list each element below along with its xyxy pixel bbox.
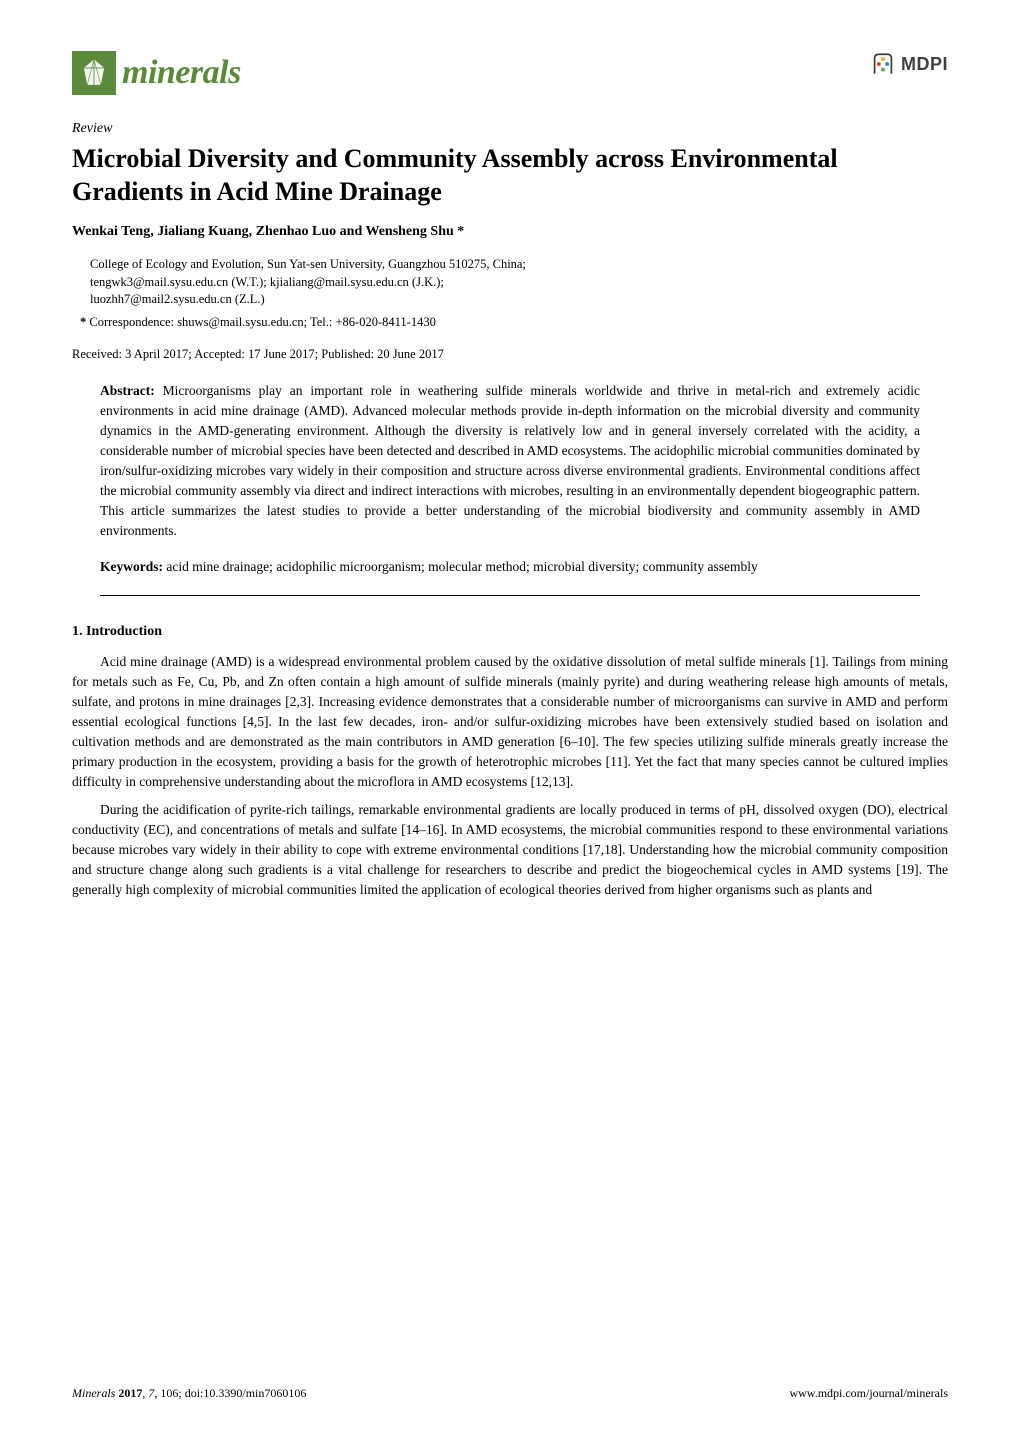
authors-line: Wenkai Teng, Jialiang Kuang, Zhenhao Luo… (72, 222, 948, 242)
article-title: Microbial Diversity and Community Assemb… (72, 142, 948, 209)
correspondence: * Correspondence: shuws@mail.sysu.edu.cn… (72, 313, 948, 331)
publication-dates: Received: 3 April 2017; Accepted: 17 Jun… (72, 345, 948, 363)
mdpi-icon (869, 50, 897, 78)
keywords: Keywords: acid mine drainage; acidophili… (72, 557, 948, 577)
affiliation: College of Ecology and Evolution, Sun Ya… (72, 256, 948, 309)
journal-logo: minerals (72, 48, 241, 97)
page-footer: Minerals 2017, 7, 106; doi:10.3390/min70… (72, 1385, 948, 1402)
body-paragraph: During the acidification of pyrite-rich … (72, 800, 948, 900)
abstract-text: Microorganisms play an important role in… (100, 383, 920, 538)
footer-citation: Minerals 2017, 7, 106; doi:10.3390/min70… (72, 1385, 306, 1402)
affiliation-line: luozhh7@mail2.sysu.edu.cn (Z.L.) (90, 291, 948, 309)
abstract: Abstract: Microorganisms play an importa… (72, 381, 948, 541)
keywords-text: acid mine drainage; acidophilic microorg… (163, 559, 758, 574)
publisher-name: MDPI (901, 51, 948, 77)
correspondence-text: Correspondence: shuws@mail.sysu.edu.cn; … (86, 315, 436, 329)
article-type: Review (72, 119, 948, 139)
abstract-label: Abstract: (100, 383, 155, 398)
affiliation-line: tengwk3@mail.sysu.edu.cn (W.T.); kjialia… (90, 274, 948, 292)
body-paragraph: Acid mine drainage (AMD) is a widespread… (72, 652, 948, 792)
publisher-logo: MDPI (869, 50, 948, 78)
section-heading-introduction: 1. Introduction (72, 622, 948, 642)
section-divider (100, 595, 920, 596)
page-header: minerals MDPI (72, 48, 948, 97)
footer-pages: 106 (160, 1386, 178, 1400)
footer-url: www.mdpi.com/journal/minerals (789, 1385, 948, 1402)
minerals-crystal-icon (72, 51, 116, 95)
affiliation-line: College of Ecology and Evolution, Sun Ya… (90, 256, 948, 274)
footer-journal: Minerals (72, 1386, 115, 1400)
footer-year: 2017 (118, 1386, 142, 1400)
keywords-label: Keywords: (100, 559, 163, 574)
footer-doi: doi:10.3390/min7060106 (185, 1386, 307, 1400)
journal-name: minerals (122, 48, 241, 97)
